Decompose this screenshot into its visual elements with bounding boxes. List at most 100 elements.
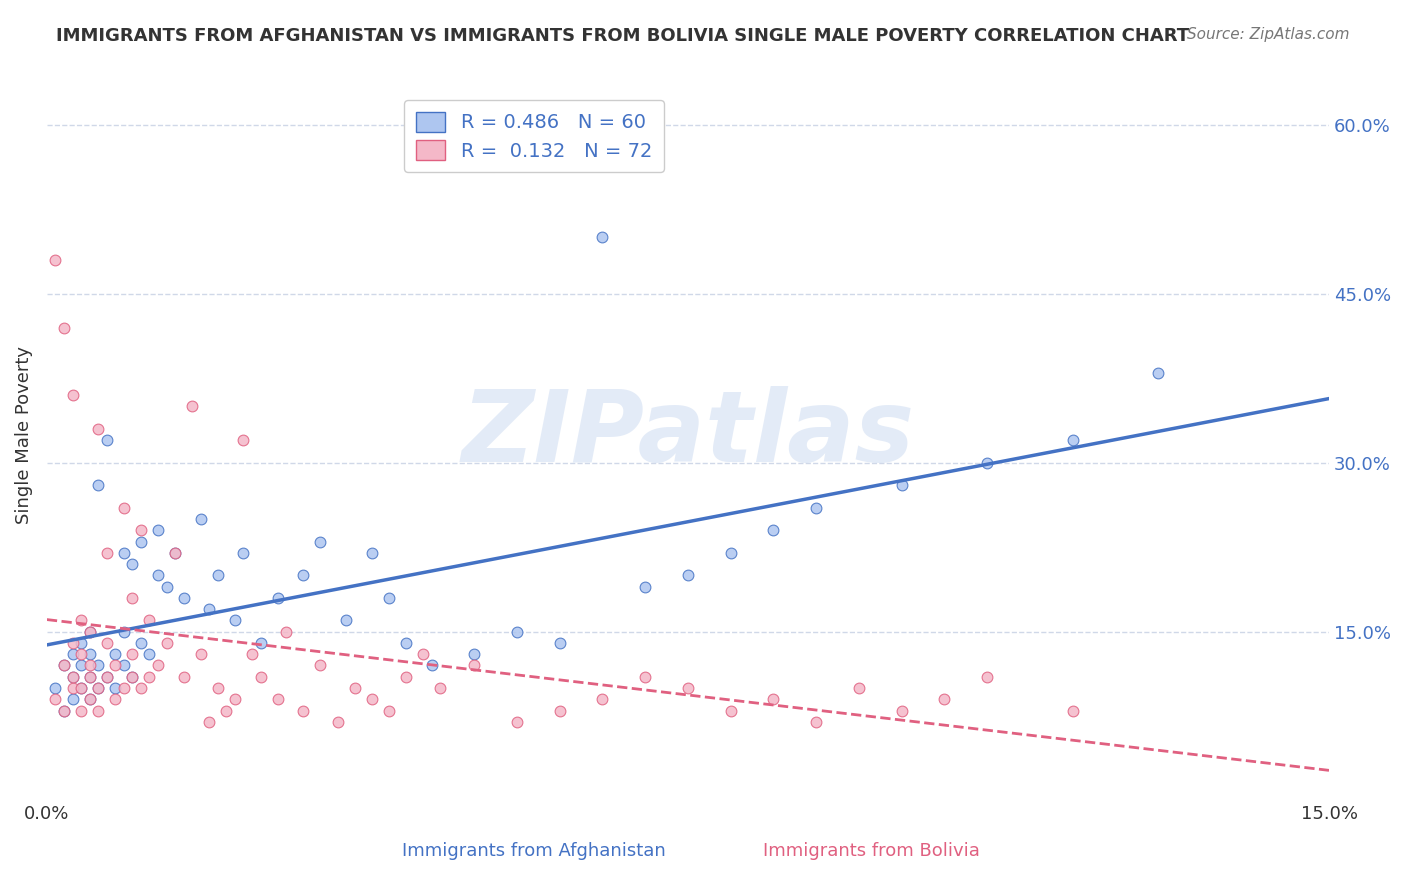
- Point: [395, 636, 418, 650]
- Point: [121, 670, 143, 684]
- Text: Immigrants from Afghanistan: Immigrants from Afghanistan: [402, 842, 666, 860]
- Point: [173, 591, 195, 605]
- Point: [112, 546, 135, 560]
- Point: [292, 704, 315, 718]
- Point: [121, 670, 143, 684]
- Point: [104, 647, 127, 661]
- Point: [976, 670, 998, 684]
- Point: [87, 704, 110, 718]
- Point: [70, 636, 93, 650]
- Point: [70, 704, 93, 718]
- Point: [104, 692, 127, 706]
- Point: [804, 714, 827, 729]
- Point: [934, 692, 956, 706]
- Point: [720, 546, 742, 560]
- Point: [360, 692, 382, 706]
- Point: [129, 524, 152, 538]
- Point: [276, 624, 298, 639]
- Point: [138, 614, 160, 628]
- Point: [112, 624, 135, 639]
- Point: [1062, 433, 1084, 447]
- Point: [112, 658, 135, 673]
- Point: [429, 681, 451, 695]
- Point: [79, 692, 101, 706]
- Text: IMMIGRANTS FROM AFGHANISTAN VS IMMIGRANTS FROM BOLIVIA SINGLE MALE POVERTY CORRE: IMMIGRANTS FROM AFGHANISTAN VS IMMIGRANT…: [56, 27, 1189, 45]
- Point: [70, 681, 93, 695]
- Point: [87, 478, 110, 492]
- Point: [190, 647, 212, 661]
- Point: [292, 568, 315, 582]
- Text: Immigrants from Bolivia: Immigrants from Bolivia: [763, 842, 980, 860]
- Point: [121, 591, 143, 605]
- Point: [138, 647, 160, 661]
- Point: [420, 658, 443, 673]
- Point: [165, 546, 187, 560]
- Point: [79, 658, 101, 673]
- Point: [395, 670, 418, 684]
- Point: [44, 692, 66, 706]
- Point: [146, 568, 169, 582]
- Point: [378, 704, 401, 718]
- Point: [62, 636, 84, 650]
- Point: [129, 636, 152, 650]
- Legend: R = 0.486   N = 60, R =  0.132   N = 72: R = 0.486 N = 60, R = 0.132 N = 72: [405, 100, 664, 172]
- Point: [79, 624, 101, 639]
- Point: [249, 670, 271, 684]
- Point: [463, 647, 485, 661]
- Point: [129, 534, 152, 549]
- Point: [87, 681, 110, 695]
- Point: [96, 546, 118, 560]
- Point: [207, 568, 229, 582]
- Point: [676, 681, 699, 695]
- Point: [1147, 366, 1170, 380]
- Point: [53, 658, 76, 673]
- Point: [96, 433, 118, 447]
- Point: [112, 681, 135, 695]
- Point: [634, 580, 657, 594]
- Point: [79, 692, 101, 706]
- Point: [173, 670, 195, 684]
- Point: [592, 230, 614, 244]
- Point: [592, 692, 614, 706]
- Point: [53, 704, 76, 718]
- Point: [506, 624, 529, 639]
- Point: [378, 591, 401, 605]
- Point: [79, 647, 101, 661]
- Point: [79, 670, 101, 684]
- Point: [266, 591, 288, 605]
- Point: [96, 636, 118, 650]
- Point: [87, 422, 110, 436]
- Point: [62, 388, 84, 402]
- Point: [634, 670, 657, 684]
- Point: [240, 647, 263, 661]
- Point: [70, 614, 93, 628]
- Point: [155, 580, 177, 594]
- Point: [249, 636, 271, 650]
- Point: [70, 658, 93, 673]
- Point: [360, 546, 382, 560]
- Point: [198, 714, 221, 729]
- Point: [96, 670, 118, 684]
- Point: [79, 624, 101, 639]
- Point: [232, 546, 254, 560]
- Point: [198, 602, 221, 616]
- Point: [506, 714, 529, 729]
- Point: [121, 647, 143, 661]
- Point: [181, 400, 204, 414]
- Point: [890, 704, 912, 718]
- Point: [70, 681, 93, 695]
- Point: [146, 524, 169, 538]
- Point: [309, 658, 332, 673]
- Point: [62, 670, 84, 684]
- Point: [129, 681, 152, 695]
- Point: [165, 546, 187, 560]
- Point: [762, 524, 785, 538]
- Point: [62, 670, 84, 684]
- Point: [62, 647, 84, 661]
- Point: [676, 568, 699, 582]
- Point: [224, 692, 246, 706]
- Point: [138, 670, 160, 684]
- Point: [848, 681, 870, 695]
- Point: [890, 478, 912, 492]
- Point: [976, 456, 998, 470]
